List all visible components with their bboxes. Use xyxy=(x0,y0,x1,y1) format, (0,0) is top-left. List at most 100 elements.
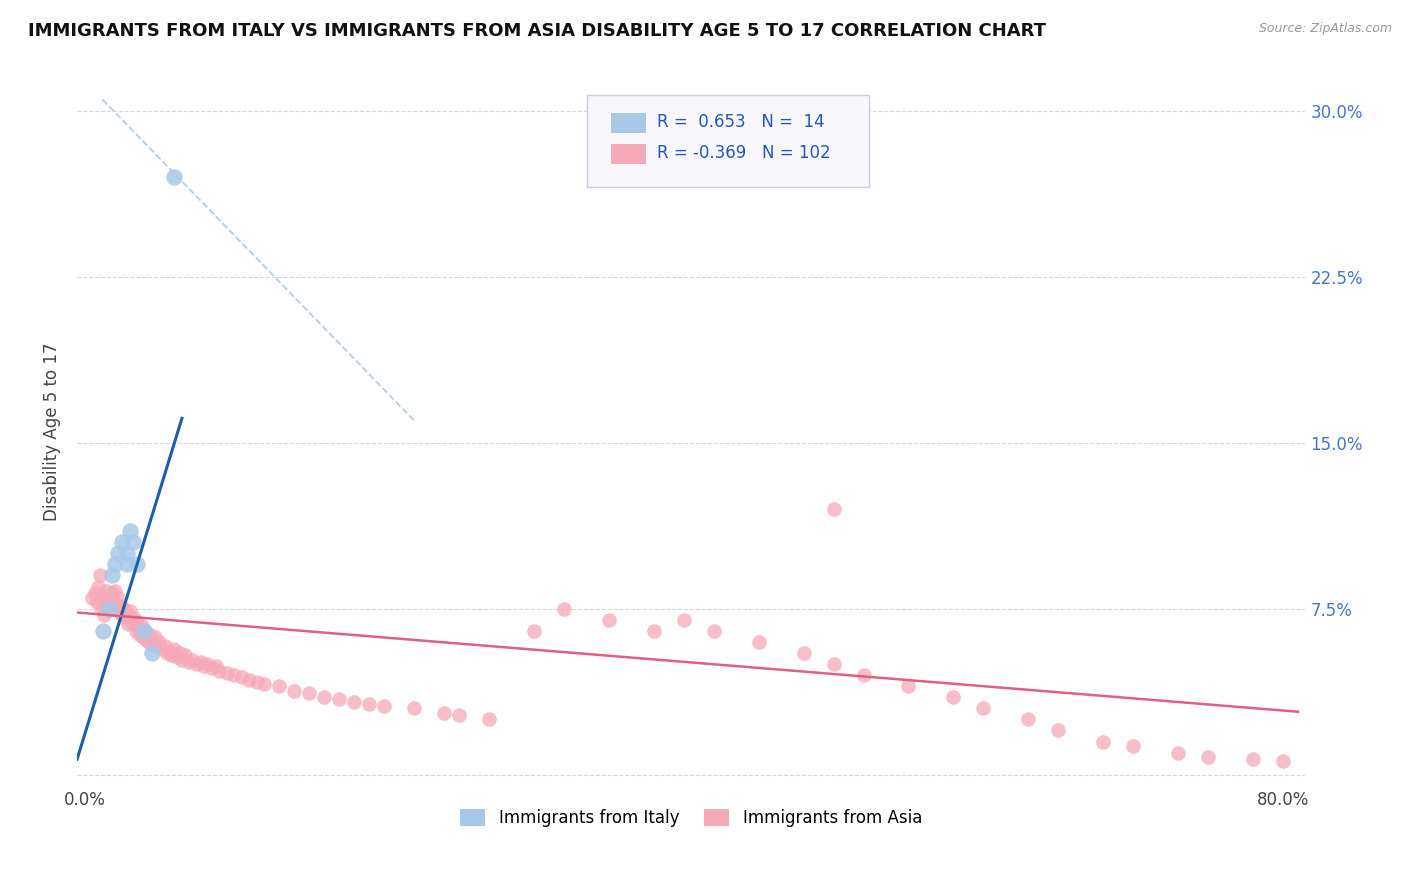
Point xyxy=(179,655,201,669)
Point xyxy=(111,535,134,549)
Point xyxy=(942,690,965,705)
Point xyxy=(103,584,125,599)
Point xyxy=(141,637,163,651)
Point xyxy=(643,624,665,638)
Point xyxy=(145,640,167,654)
Point xyxy=(128,622,150,636)
Point xyxy=(793,646,815,660)
Point xyxy=(100,586,122,600)
Point xyxy=(298,686,321,700)
Point xyxy=(166,650,188,665)
Point xyxy=(190,655,212,669)
Point xyxy=(174,648,197,663)
Point xyxy=(141,646,163,660)
Point xyxy=(823,657,845,671)
Point xyxy=(328,692,350,706)
Point xyxy=(523,624,546,638)
Point xyxy=(98,599,121,614)
Point xyxy=(449,708,471,723)
Point xyxy=(748,635,770,649)
Point xyxy=(852,668,875,682)
Point xyxy=(169,646,191,660)
Point xyxy=(134,624,156,638)
Point xyxy=(114,610,136,624)
Point xyxy=(1017,712,1039,726)
Point xyxy=(87,580,110,594)
Point xyxy=(343,695,366,709)
Text: Source: ZipAtlas.com: Source: ZipAtlas.com xyxy=(1258,22,1392,36)
Point xyxy=(269,679,291,693)
Point xyxy=(1047,723,1070,738)
Point xyxy=(132,631,155,645)
Point xyxy=(89,568,111,582)
Point xyxy=(231,670,253,684)
Point xyxy=(433,706,456,720)
Point xyxy=(1271,755,1294,769)
Point xyxy=(823,502,845,516)
Point xyxy=(186,657,208,671)
Point xyxy=(181,652,204,666)
Text: R =  0.653   N =  14: R = 0.653 N = 14 xyxy=(657,113,824,131)
Point xyxy=(115,558,138,572)
Point xyxy=(152,641,174,656)
Point xyxy=(110,599,132,614)
Point xyxy=(131,619,153,633)
Point xyxy=(84,586,107,600)
Point xyxy=(478,712,501,726)
Point xyxy=(121,617,143,632)
Text: IMMIGRANTS FROM ITALY VS IMMIGRANTS FROM ASIA DISABILITY AGE 5 TO 17 CORRELATION: IMMIGRANTS FROM ITALY VS IMMIGRANTS FROM… xyxy=(28,22,1046,40)
Point xyxy=(201,661,224,675)
Point xyxy=(246,674,269,689)
Point xyxy=(703,624,725,638)
Point xyxy=(117,617,139,632)
Point xyxy=(115,546,138,560)
Point xyxy=(160,648,183,663)
Point xyxy=(155,640,177,654)
Point xyxy=(120,613,142,627)
Point xyxy=(105,597,128,611)
Point xyxy=(129,628,152,642)
Point xyxy=(125,615,148,629)
Point xyxy=(91,591,114,605)
Point xyxy=(118,604,141,618)
Bar xyxy=(612,144,645,164)
Point xyxy=(205,659,228,673)
Point xyxy=(97,591,120,605)
Point xyxy=(122,610,145,624)
Point xyxy=(103,558,125,572)
Y-axis label: Disability Age 5 to 17: Disability Age 5 to 17 xyxy=(44,343,60,521)
Point xyxy=(208,664,231,678)
Point xyxy=(107,591,129,605)
Point xyxy=(139,628,162,642)
Point xyxy=(138,635,160,649)
Point xyxy=(598,613,620,627)
Point xyxy=(373,699,395,714)
Point xyxy=(100,568,122,582)
Point xyxy=(197,657,219,671)
Point xyxy=(314,690,336,705)
Point xyxy=(1122,739,1144,753)
Point xyxy=(283,683,305,698)
Point xyxy=(253,677,276,691)
Point xyxy=(215,665,238,680)
Point xyxy=(97,601,120,615)
Point xyxy=(90,601,112,615)
Point xyxy=(135,632,157,647)
Point xyxy=(404,701,426,715)
Point xyxy=(94,584,117,599)
Point xyxy=(972,701,994,715)
Point xyxy=(134,624,156,638)
Point xyxy=(96,595,118,609)
Text: R = -0.369   N = 102: R = -0.369 N = 102 xyxy=(657,145,831,162)
Point xyxy=(159,644,181,658)
Point xyxy=(148,635,170,649)
Point xyxy=(359,697,381,711)
Point xyxy=(125,558,148,572)
Point xyxy=(115,606,138,620)
Point xyxy=(93,608,115,623)
FancyBboxPatch shape xyxy=(586,95,869,187)
Point xyxy=(224,668,246,682)
Point xyxy=(553,601,575,615)
Legend: Immigrants from Italy, Immigrants from Asia: Immigrants from Italy, Immigrants from A… xyxy=(454,803,929,834)
Point xyxy=(238,673,260,687)
